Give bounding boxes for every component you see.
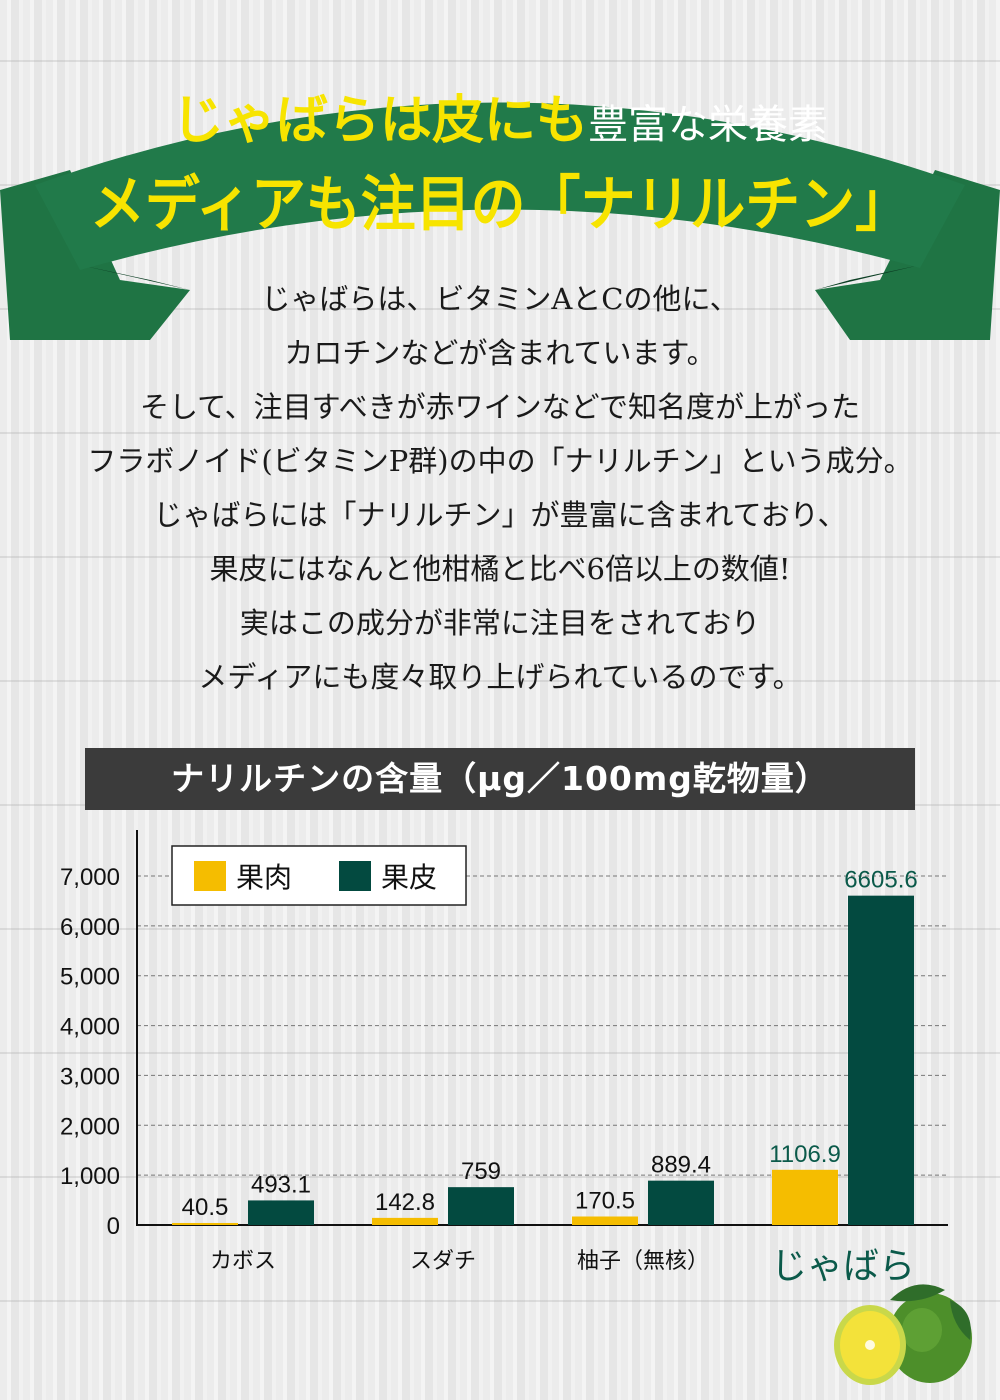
bar-chart: 0 1,000 2,000 3,000 4,000 5,000 6,000 7,000 40.5… — [60, 830, 948, 1287]
intro-line: カロチンなどが含まれています。 — [284, 336, 716, 370]
y-tick-label: 2,000 — [60, 1113, 120, 1140]
data-label: 493.1 — [251, 1171, 311, 1198]
bar-peel — [448, 1187, 514, 1225]
bar-peel — [648, 1180, 714, 1225]
x-category-label: スダチ — [410, 1249, 476, 1274]
bar-pulp — [772, 1169, 838, 1225]
legend-swatch — [339, 861, 371, 891]
chart-title: ナリルチンの含量（μg／100mg乾物量） — [85, 748, 915, 810]
x-category-label: カボス — [210, 1249, 276, 1274]
intro-line: メディアにも度々取り上げられているのです。 — [198, 660, 802, 694]
bar-peel — [848, 895, 914, 1225]
y-tick-label: 6,000 — [60, 914, 120, 941]
intro-line: じゃばらには「ナリルチン」が豊富に含まれており、 — [153, 498, 847, 532]
data-label: 6605.6 — [844, 867, 917, 894]
y-tick-label: 3,000 — [60, 1063, 120, 1090]
y-tick-label: 7,000 — [60, 864, 120, 891]
intro-paragraph: じゃばらは、ビタミンAとCの他に、 カロチンなどが含まれています。 そして、注目… — [0, 272, 1000, 704]
intro-line: 果皮にはなんと他柑橘と比べ6倍以上の数値! — [209, 552, 791, 586]
data-label: 170.5 — [575, 1187, 635, 1214]
data-label: 889.4 — [651, 1152, 711, 1179]
intro-line: フラボノイド(ビタミンP群)の中の「ナリルチン」という成分。 — [87, 444, 913, 478]
y-tick-label: 4,000 — [60, 1014, 120, 1041]
bar-pulp — [372, 1217, 438, 1225]
data-label: 142.8 — [375, 1189, 435, 1216]
legend-label: 果肉 — [236, 861, 292, 894]
y-tick-label: 0 — [107, 1213, 120, 1240]
legend-swatch — [194, 861, 226, 891]
data-label: 40.5 — [182, 1194, 229, 1221]
y-tick-label: 5,000 — [60, 964, 120, 991]
data-label: 1106.9 — [769, 1141, 841, 1168]
legend-label: 果皮 — [381, 861, 437, 894]
banner-line1-bold: じゃばらは皮にも — [172, 92, 588, 150]
bar-pulp — [572, 1216, 638, 1225]
y-tick-label: 1,000 — [60, 1163, 120, 1190]
banner-line2: メディアも注目の「ナリルチン」 — [90, 171, 910, 238]
jabara-fruit-image — [834, 1284, 972, 1385]
bar-pulp — [172, 1222, 238, 1225]
x-category-label: 柚子（無核） — [577, 1249, 709, 1274]
ribbon-left-fold — [80, 265, 190, 290]
intro-line: そして、注目すべきが赤ワインなどで知名度が上がった — [139, 390, 861, 424]
data-label: 759 — [461, 1158, 501, 1185]
intro-line: じゃばらは、ビタミンAとCの他に、 — [261, 282, 739, 316]
banner-line1: じゃばらは皮にも豊富な栄養素 — [172, 92, 828, 150]
ribbon-right-fold — [815, 265, 920, 290]
ribbon-main — [35, 102, 965, 270]
title-ribbon-banner: じゃばらは皮にも豊富な栄養素 メディアも注目の「ナリルチン」 — [0, 92, 1000, 340]
x-category-label: じゃばら — [771, 1246, 915, 1287]
banner-line1-light: 豊富な栄養素 — [588, 103, 828, 147]
intro-line: 実はこの成分が非常に注目をされており — [239, 606, 761, 640]
bar-peel — [248, 1200, 314, 1225]
